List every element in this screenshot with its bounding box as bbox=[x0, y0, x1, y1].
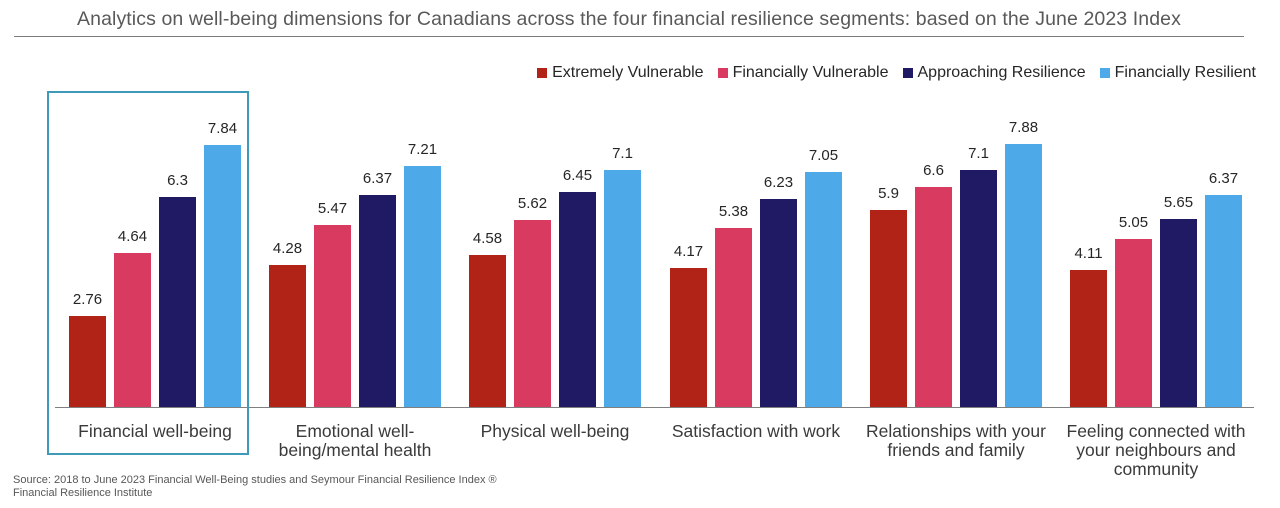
chart-legend: Extremely Vulnerable Financially Vulnerab… bbox=[537, 64, 1256, 82]
category-label-4: Relationships with your friends and famil… bbox=[846, 422, 1066, 460]
category-label-3: Satisfaction with work bbox=[646, 422, 866, 441]
bar-4-3 bbox=[1005, 144, 1042, 408]
legend-item-3: Financially Resilient bbox=[1099, 64, 1256, 82]
bar-1-2 bbox=[359, 195, 396, 408]
category-label-2: Physical well-being bbox=[445, 422, 665, 441]
bar-5-0 bbox=[1070, 270, 1107, 408]
bar-value-label: 7.1 bbox=[612, 145, 633, 162]
category-label-0: Financial well-being bbox=[45, 422, 265, 441]
category-label-1: Emotional well-being/mental health bbox=[245, 422, 465, 460]
bar-value-label: 6.23 bbox=[763, 174, 794, 191]
bar-2-1 bbox=[514, 220, 551, 408]
legend-label: Approaching Resilience bbox=[917, 64, 1086, 81]
bar-2-0 bbox=[469, 255, 506, 408]
bar-value-label: 5.05 bbox=[1118, 214, 1149, 231]
bar-value-label: 5.62 bbox=[517, 195, 548, 212]
bar-value-label: 7.21 bbox=[407, 141, 438, 158]
legend-swatch-icon bbox=[537, 68, 548, 78]
bar-1-1 bbox=[314, 225, 351, 408]
bar-3-0 bbox=[670, 268, 707, 408]
category-label-line: Satisfaction with work bbox=[671, 421, 841, 441]
x-axis-line bbox=[55, 407, 1254, 408]
category-label-line: friends and family bbox=[887, 440, 1025, 460]
category-label-line: being/mental health bbox=[278, 440, 432, 460]
source-note: Source: 2018 to June 2023 Financial Well… bbox=[13, 474, 497, 500]
bar-3-2 bbox=[760, 199, 797, 408]
bar-5-2 bbox=[1160, 219, 1197, 408]
bar-5-1 bbox=[1115, 239, 1152, 408]
bar-1-0 bbox=[269, 265, 306, 408]
bar-value-label: 6.45 bbox=[562, 167, 593, 184]
bar-0-1 bbox=[114, 253, 151, 408]
category-label-line: Feeling connected with bbox=[1066, 421, 1246, 441]
bar-value-label: 6.37 bbox=[362, 170, 393, 187]
legend-item-0: Extremely Vulnerable bbox=[537, 64, 704, 82]
bar-value-label: 7.1 bbox=[968, 145, 989, 162]
title-underline bbox=[14, 36, 1244, 37]
bar-value-label: 6.3 bbox=[167, 172, 188, 189]
bar-value-label: 6.6 bbox=[923, 162, 944, 179]
bar-4-2 bbox=[960, 170, 997, 408]
bar-2-2 bbox=[559, 192, 596, 408]
legend-swatch-icon bbox=[902, 68, 913, 78]
category-label-line: Physical well-being bbox=[480, 421, 630, 441]
bar-0-2 bbox=[159, 197, 196, 408]
bar-value-label: 4.64 bbox=[117, 228, 148, 245]
bar-4-1 bbox=[915, 187, 952, 408]
legend-swatch-icon bbox=[717, 68, 728, 78]
highlight-box-financial-well-being bbox=[47, 91, 249, 455]
bar-3-3 bbox=[805, 172, 842, 408]
chart-title: Analytics on well-being dimensions for C… bbox=[77, 8, 1181, 30]
bar-5-3 bbox=[1205, 195, 1242, 408]
bar-value-label: 6.37 bbox=[1208, 170, 1239, 187]
bar-2-3 bbox=[604, 170, 641, 408]
category-label-line: community bbox=[1113, 459, 1199, 479]
legend-label: Extremely Vulnerable bbox=[552, 64, 704, 81]
bar-value-label: 7.88 bbox=[1008, 119, 1039, 136]
bar-value-label: 4.28 bbox=[272, 240, 303, 257]
legend-label: Financially Vulnerable bbox=[732, 64, 889, 81]
bar-value-label: 5.47 bbox=[317, 200, 348, 217]
bar-value-label: 5.65 bbox=[1163, 194, 1194, 211]
legend-swatch-icon bbox=[1099, 68, 1110, 78]
bar-value-label: 5.9 bbox=[878, 185, 899, 202]
bar-value-label: 4.11 bbox=[1074, 245, 1103, 262]
category-label-5: Feeling connected with your neighbours an… bbox=[1046, 422, 1266, 479]
category-label-line: your neighbours and bbox=[1076, 440, 1236, 460]
category-label-line: Relationships with your bbox=[866, 421, 1046, 441]
legend-item-1: Financially Vulnerable bbox=[717, 64, 889, 82]
bar-value-label: 2.76 bbox=[72, 291, 103, 308]
category-label-line: Financial well-being bbox=[78, 421, 232, 441]
bar-value-label: 4.17 bbox=[673, 243, 704, 260]
category-label-line: Emotional well- bbox=[295, 421, 415, 441]
bar-0-0 bbox=[69, 316, 106, 408]
bar-1-3 bbox=[404, 166, 441, 408]
source-line-1: Source: 2018 to June 2023 Financial Well… bbox=[13, 474, 497, 486]
bar-value-label: 7.84 bbox=[207, 120, 238, 137]
bar-value-label: 5.38 bbox=[718, 203, 749, 220]
legend-label: Financially Resilient bbox=[1114, 64, 1256, 81]
source-line-2: Financial Resilience Institute bbox=[13, 487, 153, 499]
bar-0-3 bbox=[204, 145, 241, 408]
bar-3-1 bbox=[715, 228, 752, 408]
bar-4-0 bbox=[870, 210, 907, 408]
bar-value-label: 4.58 bbox=[472, 230, 503, 247]
legend-item-2: Approaching Resilience bbox=[902, 64, 1086, 82]
bar-value-label: 7.05 bbox=[808, 147, 839, 164]
